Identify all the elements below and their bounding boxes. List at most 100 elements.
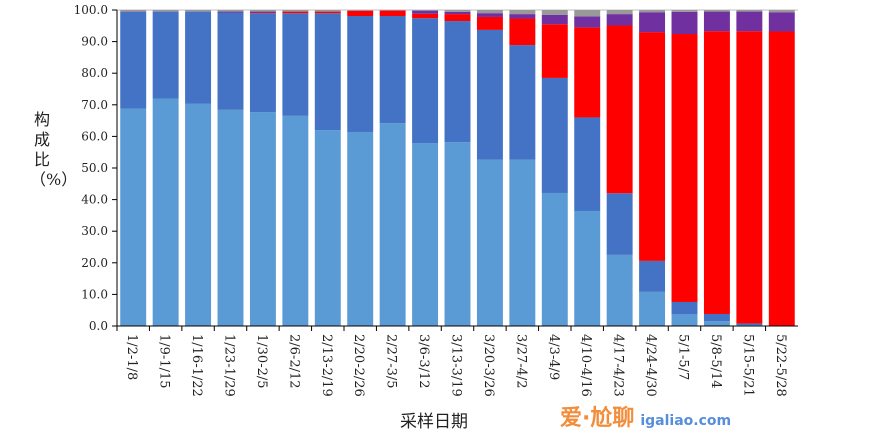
bar-segment-s4 xyxy=(703,10,730,12)
x-tick-label: 1/23-1/29 xyxy=(222,334,237,397)
bar-segment-s0 xyxy=(639,291,666,326)
bar-segment-s4 xyxy=(314,10,341,12)
bar-segment-s2 xyxy=(509,18,536,46)
x-tick-label: 3/13-3/19 xyxy=(449,334,464,397)
x-tick-label: 5/22-5/28 xyxy=(773,334,788,397)
bar-segment-s4 xyxy=(606,10,633,15)
bar-segment-s1 xyxy=(314,13,341,131)
bar-segment-s3 xyxy=(249,11,276,13)
bar-segment-s2 xyxy=(639,32,666,261)
bar-segment-s3 xyxy=(217,11,244,13)
bar-segment-s2 xyxy=(444,14,471,22)
bar-segment-s3 xyxy=(639,12,666,33)
bar-segment-s1 xyxy=(444,21,471,143)
x-tick-label: 5/1-5/7 xyxy=(676,334,691,380)
bar-segment-s2 xyxy=(671,34,698,302)
bar-segment-s2 xyxy=(314,11,341,14)
bar-segment-s3 xyxy=(509,14,536,19)
x-tick-label: 4/3-4/9 xyxy=(546,334,561,380)
y-tick-label: 50.0 xyxy=(81,161,108,175)
bar-segment-s2 xyxy=(606,25,633,194)
bar-segment-s4 xyxy=(476,10,503,14)
bar-segment-s0 xyxy=(606,254,633,326)
y-tick-label: 40.0 xyxy=(81,193,108,207)
bar-segment-s4 xyxy=(282,10,309,12)
bar-segment-s1 xyxy=(541,77,568,193)
bar-segment-s4 xyxy=(639,10,666,13)
x-tick-label: 1/30-2/5 xyxy=(254,334,269,389)
bar-segment-s0 xyxy=(185,103,212,327)
bar-segment-s1 xyxy=(509,45,536,160)
bar-segment-s0 xyxy=(282,115,309,326)
bar-segment-s3 xyxy=(444,11,471,15)
bar-segment-s3 xyxy=(412,10,439,14)
bar-segment-s4 xyxy=(347,10,374,11)
bar-segment-s3 xyxy=(541,14,568,25)
bar-segment-s0 xyxy=(120,108,147,326)
bar-segment-s1 xyxy=(639,260,666,292)
watermark-url: igaliao.com xyxy=(640,413,732,429)
x-tick-label: 4/17-4/23 xyxy=(611,334,626,397)
x-tick-label: 4/24-4/30 xyxy=(643,334,658,397)
bar-segment-s3 xyxy=(768,12,795,32)
watermark-logo: 爱·尬聊 igaliao.com xyxy=(560,406,731,432)
bar-segment-s1 xyxy=(703,313,730,322)
bar-segment-s1 xyxy=(120,11,147,109)
bar-segment-s0 xyxy=(412,143,439,326)
bar-segment-s1 xyxy=(185,11,212,104)
y-tick-label: 80.0 xyxy=(81,66,108,80)
bar-segment-s0 xyxy=(347,131,374,326)
x-tick-label: 1/9-1/15 xyxy=(157,334,172,389)
bar-segment-s4 xyxy=(152,10,179,12)
x-tick-label: 2/13-2/19 xyxy=(319,334,334,397)
bar-segment-s0 xyxy=(152,98,179,326)
bar-segment-s2 xyxy=(249,12,276,14)
bar-segment-s3 xyxy=(574,16,601,28)
bar-segment-s3 xyxy=(703,11,730,32)
bar-segment-s0 xyxy=(671,313,698,326)
bar-segment-s3 xyxy=(736,11,763,32)
y-tick-label: 100.0 xyxy=(74,3,108,17)
bar-segment-s4 xyxy=(217,10,244,12)
x-tick-label: 3/20-3/26 xyxy=(481,334,496,397)
x-tick-label: 4/10-4/16 xyxy=(578,334,593,397)
bar-segment-s4 xyxy=(185,10,212,12)
x-axis-label: 采样日期 xyxy=(400,412,468,432)
x-tick-label: 2/27-3/5 xyxy=(384,334,399,389)
bar-segment-s0 xyxy=(217,109,244,326)
bar-segment-s3 xyxy=(476,13,503,17)
bar-segment-s2 xyxy=(412,13,439,19)
y-tick-label: 20.0 xyxy=(81,256,108,270)
bar-segment-s0 xyxy=(476,159,503,326)
watermark-text: 爱·尬聊 xyxy=(560,406,635,431)
bar-segment-s4 xyxy=(120,10,147,12)
bar-segment-s2 xyxy=(736,31,763,324)
y-tick-label: 10.0 xyxy=(81,287,108,301)
bar-segment-s4 xyxy=(444,10,471,12)
bar-segment-s1 xyxy=(606,193,633,255)
x-tick-label: 2/20-2/26 xyxy=(351,334,366,397)
x-tick-label: 1/16-1/22 xyxy=(189,334,204,397)
y-tick-label: 60.0 xyxy=(81,129,108,143)
x-tick-label: 3/27-4/2 xyxy=(513,334,528,389)
bar-segment-s2 xyxy=(282,11,309,14)
y-tick-label: 0.0 xyxy=(89,319,108,333)
bar-segment-s2 xyxy=(574,27,601,118)
y-tick-label: 30.0 xyxy=(81,224,108,238)
bar-segment-s1 xyxy=(736,323,763,326)
bar-segment-s4 xyxy=(768,10,795,13)
bar-segment-s2 xyxy=(768,31,795,326)
bar-segment-s1 xyxy=(152,11,179,99)
bar-segment-s1 xyxy=(217,12,244,110)
bar-segment-s4 xyxy=(412,10,439,11)
bar-segment-s4 xyxy=(509,10,536,15)
bar-segment-s1 xyxy=(574,117,601,211)
y-axis-label: 构成比（%） xyxy=(30,110,78,189)
bar-segment-s1 xyxy=(249,13,276,113)
bar-segment-s1 xyxy=(671,301,698,314)
bar-segment-s4 xyxy=(736,10,763,12)
bar-segment-s1 xyxy=(412,18,439,144)
bar-segment-s0 xyxy=(703,321,730,326)
